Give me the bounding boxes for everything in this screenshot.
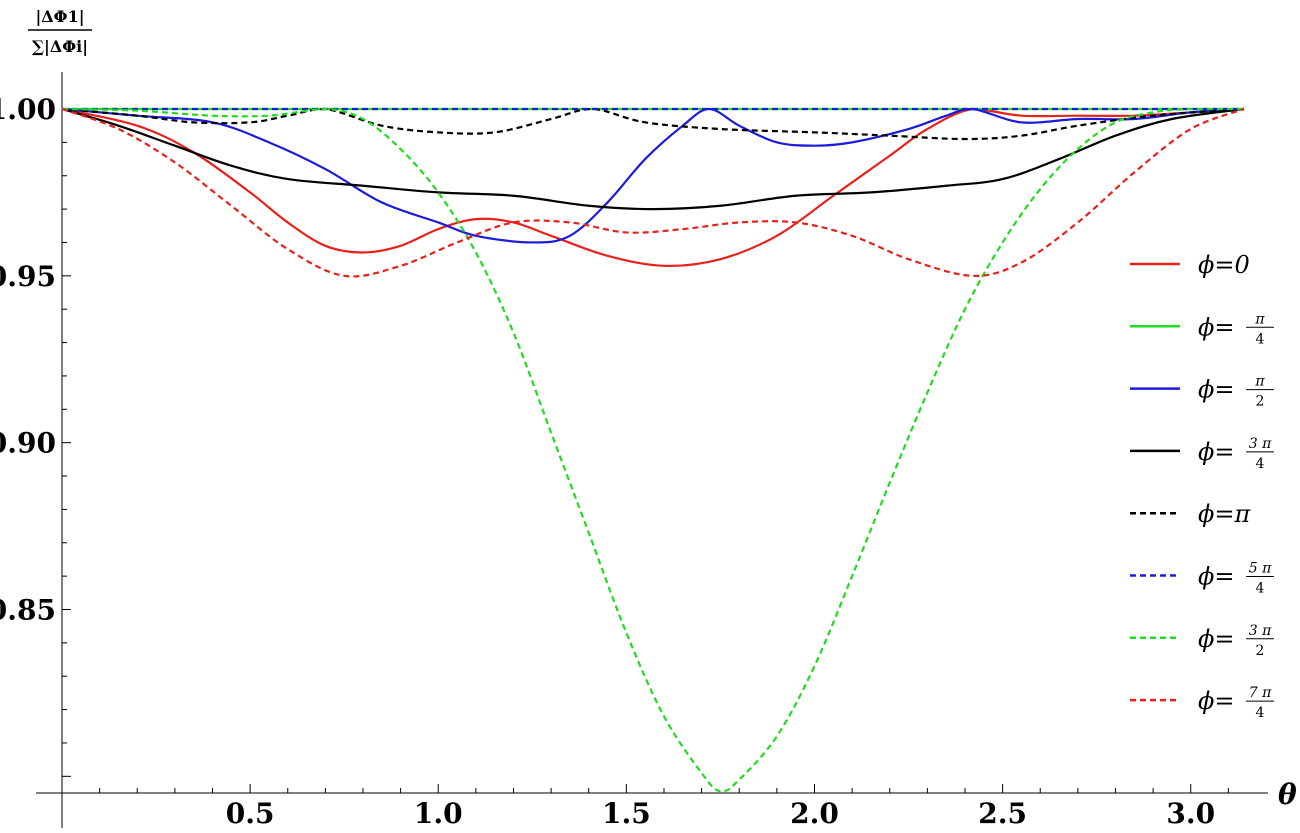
legend-label: ϕ= (1198, 625, 1234, 653)
legend-fraction-numerator: π (1254, 374, 1265, 390)
axes: 0.5 1.0 1.5 2.0 2.5 3.0 1.00 0.95 0.90 0.85 (0, 72, 1268, 830)
legend-item: ϕ= 5 π 4 (1130, 561, 1274, 597)
legend-label: ϕ= (1198, 687, 1234, 715)
x-tick-label: 0.5 (226, 797, 275, 830)
legend-fraction-numerator: 3 π (1249, 623, 1272, 639)
series-line-5 (61, 107, 1245, 141)
legend-item: ϕ=0 (1130, 251, 1250, 279)
legend-fraction-denominator: 4 (1256, 456, 1265, 472)
legend-item: ϕ=π (1130, 500, 1251, 528)
legend-item: ϕ= π 2 (1130, 374, 1274, 410)
y-axis-title-numerator: |ΔΦ1| (35, 7, 84, 26)
legend-label: ϕ= (1198, 313, 1234, 341)
legend-label: ϕ= (1198, 438, 1234, 466)
series-layer (61, 107, 1245, 793)
legend-item: ϕ= 3 π 4 (1130, 436, 1274, 472)
legend-fraction-numerator: 7 π (1249, 685, 1272, 701)
x-tick-label: 2.0 (790, 797, 839, 830)
series-line-4 (61, 107, 1245, 211)
legend-fraction-denominator: 4 (1256, 705, 1265, 721)
legend-fraction-numerator: 5 π (1249, 561, 1272, 577)
series-line-1 (61, 107, 1245, 267)
x-tick-label: 2.5 (978, 797, 1027, 830)
legend: ϕ=0ϕ= π4ϕ= π2ϕ= 3 π4ϕ=πϕ= 5 π4ϕ= 3 π2ϕ= 7 π4 (1130, 251, 1274, 721)
series-line-7 (61, 107, 1244, 793)
series-line-3 (61, 107, 1245, 244)
y-tick-label: 0.95 (0, 260, 56, 293)
legend-label: ϕ= (1198, 376, 1234, 404)
legend-label: ϕ=0 (1198, 251, 1250, 279)
y-axis-title: |ΔΦ1| ∑|ΔΦi| (28, 7, 92, 56)
y-tick-label: 1.00 (0, 93, 56, 126)
legend-fraction-denominator: 2 (1256, 394, 1265, 410)
x-axis-title: θ (1278, 778, 1297, 811)
legend-fraction-numerator: π (1254, 311, 1265, 327)
x-tick-label: 1.5 (602, 797, 651, 830)
legend-label: ϕ= (1198, 563, 1234, 591)
legend-fraction-denominator: 2 (1256, 643, 1265, 659)
legend-fraction-numerator: 3 π (1249, 436, 1272, 452)
legend-item: ϕ= π 4 (1130, 311, 1274, 347)
legend-item: ϕ= 3 π 2 (1130, 623, 1274, 659)
x-tick-label: 1.0 (414, 797, 463, 830)
legend-label: ϕ=π (1198, 500, 1251, 528)
x-tick-label: 3.0 (1166, 797, 1215, 830)
series-line-8 (61, 107, 1245, 278)
legend-fraction-denominator: 4 (1256, 331, 1265, 347)
y-tick-label: 0.85 (0, 593, 56, 626)
legend-fraction-denominator: 4 (1256, 581, 1265, 597)
y-tick-label: 0.90 (0, 427, 56, 460)
y-axis-title-denominator: ∑|ΔΦi| (32, 37, 88, 56)
legend-item: ϕ= 7 π 4 (1130, 685, 1274, 721)
